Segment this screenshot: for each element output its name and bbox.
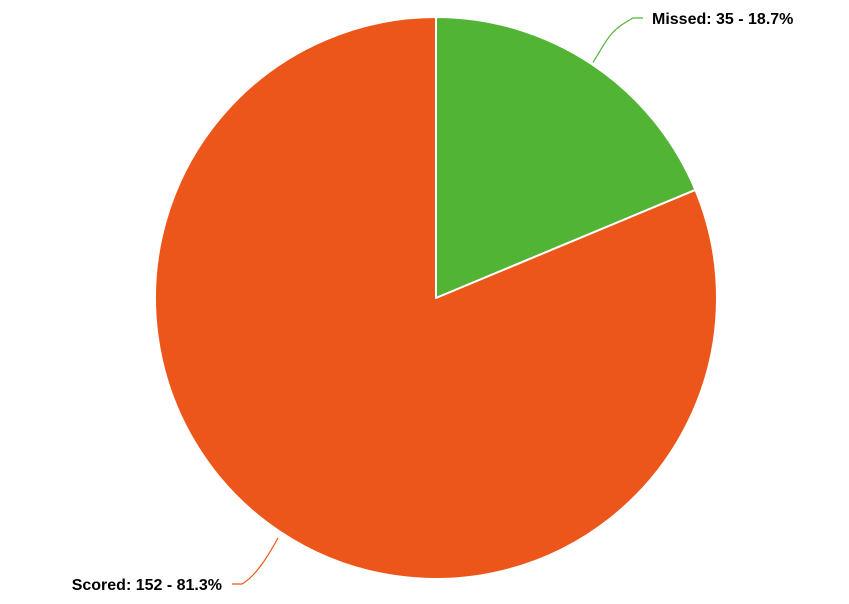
scored-leader-line bbox=[232, 537, 279, 585]
data-labels: Missed: 35 - 18.7% Scored: 152 - 81.3% bbox=[72, 11, 794, 594]
missed-leader-line bbox=[592, 17, 643, 63]
pie-slice-scored bbox=[154, 16, 718, 580]
missed-data-label: Missed: 35 - 18.7% bbox=[652, 11, 793, 28]
pie-slice-missed bbox=[435, 16, 697, 299]
scored-data-label: Scored: 152 - 81.3% bbox=[72, 577, 222, 594]
pie-slices bbox=[154, 16, 718, 580]
leader-lines bbox=[232, 17, 643, 585]
